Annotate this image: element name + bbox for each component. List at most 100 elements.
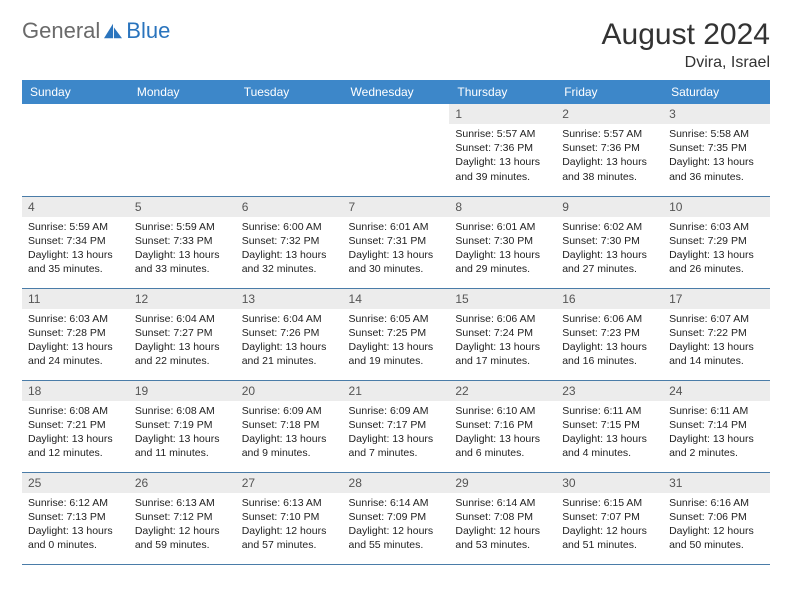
calendar-day-cell: 8Sunrise: 6:01 AMSunset: 7:30 PMDaylight… <box>449 196 556 288</box>
calendar-day-cell: 3Sunrise: 5:58 AMSunset: 7:35 PMDaylight… <box>663 104 770 196</box>
sunset-line: Sunset: 7:30 PM <box>562 234 657 248</box>
day-info: Sunrise: 6:12 AMSunset: 7:13 PMDaylight:… <box>22 493 129 557</box>
title-block: August 2024 Dvira, Israel <box>602 18 770 72</box>
day-number: 1 <box>449 104 556 124</box>
calendar-week-row: 1Sunrise: 5:57 AMSunset: 7:36 PMDaylight… <box>22 104 770 196</box>
calendar-day-cell: 19Sunrise: 6:08 AMSunset: 7:19 PMDayligh… <box>129 380 236 472</box>
day-number: 17 <box>663 289 770 309</box>
calendar-day-cell: 31Sunrise: 6:16 AMSunset: 7:06 PMDayligh… <box>663 472 770 564</box>
sunrise-line: Sunrise: 6:16 AM <box>669 496 764 510</box>
sunset-line: Sunset: 7:36 PM <box>455 141 550 155</box>
weekday-header: Tuesday <box>236 80 343 104</box>
calendar-day-cell: 24Sunrise: 6:11 AMSunset: 7:14 PMDayligh… <box>663 380 770 472</box>
weekday-header: Friday <box>556 80 663 104</box>
calendar-week-row: 4Sunrise: 5:59 AMSunset: 7:34 PMDaylight… <box>22 196 770 288</box>
sunrise-line: Sunrise: 6:14 AM <box>455 496 550 510</box>
day-info: Sunrise: 6:10 AMSunset: 7:16 PMDaylight:… <box>449 401 556 465</box>
calendar-day-cell: 17Sunrise: 6:07 AMSunset: 7:22 PMDayligh… <box>663 288 770 380</box>
day-number: 16 <box>556 289 663 309</box>
calendar-table: Sunday Monday Tuesday Wednesday Thursday… <box>22 80 770 565</box>
daylight-line: Daylight: 13 hours and 36 minutes. <box>669 155 764 183</box>
daylight-line: Daylight: 12 hours and 55 minutes. <box>349 524 444 552</box>
day-info: Sunrise: 6:09 AMSunset: 7:18 PMDaylight:… <box>236 401 343 465</box>
sunset-line: Sunset: 7:18 PM <box>242 418 337 432</box>
sunset-line: Sunset: 7:19 PM <box>135 418 230 432</box>
sunset-line: Sunset: 7:33 PM <box>135 234 230 248</box>
day-number: 19 <box>129 381 236 401</box>
sunset-line: Sunset: 7:35 PM <box>669 141 764 155</box>
sunset-line: Sunset: 7:25 PM <box>349 326 444 340</box>
day-info: Sunrise: 6:02 AMSunset: 7:30 PMDaylight:… <box>556 217 663 281</box>
day-info: Sunrise: 6:11 AMSunset: 7:14 PMDaylight:… <box>663 401 770 465</box>
calendar-day-cell: 29Sunrise: 6:14 AMSunset: 7:08 PMDayligh… <box>449 472 556 564</box>
calendar-day-cell: 16Sunrise: 6:06 AMSunset: 7:23 PMDayligh… <box>556 288 663 380</box>
calendar-day-cell: 6Sunrise: 6:00 AMSunset: 7:32 PMDaylight… <box>236 196 343 288</box>
day-info: Sunrise: 6:03 AMSunset: 7:28 PMDaylight:… <box>22 309 129 373</box>
sunrise-line: Sunrise: 6:06 AM <box>562 312 657 326</box>
day-info: Sunrise: 6:14 AMSunset: 7:09 PMDaylight:… <box>343 493 450 557</box>
calendar-day-cell: 13Sunrise: 6:04 AMSunset: 7:26 PMDayligh… <box>236 288 343 380</box>
day-info: Sunrise: 6:01 AMSunset: 7:30 PMDaylight:… <box>449 217 556 281</box>
location: Dvira, Israel <box>602 54 770 72</box>
day-number: 12 <box>129 289 236 309</box>
day-number: 27 <box>236 473 343 493</box>
calendar-week-row: 11Sunrise: 6:03 AMSunset: 7:28 PMDayligh… <box>22 288 770 380</box>
sunrise-line: Sunrise: 6:03 AM <box>28 312 123 326</box>
day-info: Sunrise: 6:08 AMSunset: 7:19 PMDaylight:… <box>129 401 236 465</box>
weekday-header: Thursday <box>449 80 556 104</box>
calendar-day-cell <box>343 104 450 196</box>
sunset-line: Sunset: 7:21 PM <box>28 418 123 432</box>
sunrise-line: Sunrise: 6:06 AM <box>455 312 550 326</box>
day-info: Sunrise: 6:05 AMSunset: 7:25 PMDaylight:… <box>343 309 450 373</box>
sunrise-line: Sunrise: 6:03 AM <box>669 220 764 234</box>
calendar-day-cell: 12Sunrise: 6:04 AMSunset: 7:27 PMDayligh… <box>129 288 236 380</box>
daylight-line: Daylight: 13 hours and 35 minutes. <box>28 248 123 276</box>
day-number: 15 <box>449 289 556 309</box>
sunset-line: Sunset: 7:15 PM <box>562 418 657 432</box>
day-number: 6 <box>236 197 343 217</box>
sunset-line: Sunset: 7:07 PM <box>562 510 657 524</box>
sunset-line: Sunset: 7:13 PM <box>28 510 123 524</box>
day-number: 4 <box>22 197 129 217</box>
day-info: Sunrise: 6:08 AMSunset: 7:21 PMDaylight:… <box>22 401 129 465</box>
day-info: Sunrise: 6:09 AMSunset: 7:17 PMDaylight:… <box>343 401 450 465</box>
sunrise-line: Sunrise: 6:08 AM <box>28 404 123 418</box>
calendar-day-cell: 15Sunrise: 6:06 AMSunset: 7:24 PMDayligh… <box>449 288 556 380</box>
day-info: Sunrise: 6:00 AMSunset: 7:32 PMDaylight:… <box>236 217 343 281</box>
daylight-line: Daylight: 13 hours and 19 minutes. <box>349 340 444 368</box>
day-number: 24 <box>663 381 770 401</box>
sunrise-line: Sunrise: 6:04 AM <box>135 312 230 326</box>
sunrise-line: Sunrise: 6:09 AM <box>349 404 444 418</box>
sunset-line: Sunset: 7:12 PM <box>135 510 230 524</box>
sunrise-line: Sunrise: 5:59 AM <box>28 220 123 234</box>
daylight-line: Daylight: 13 hours and 6 minutes. <box>455 432 550 460</box>
sunrise-line: Sunrise: 6:10 AM <box>455 404 550 418</box>
day-number: 25 <box>22 473 129 493</box>
calendar-day-cell: 23Sunrise: 6:11 AMSunset: 7:15 PMDayligh… <box>556 380 663 472</box>
sunset-line: Sunset: 7:30 PM <box>455 234 550 248</box>
day-number: 31 <box>663 473 770 493</box>
daylight-line: Daylight: 13 hours and 21 minutes. <box>242 340 337 368</box>
day-number: 30 <box>556 473 663 493</box>
daylight-line: Daylight: 12 hours and 59 minutes. <box>135 524 230 552</box>
daylight-line: Daylight: 13 hours and 39 minutes. <box>455 155 550 183</box>
day-number: 11 <box>22 289 129 309</box>
calendar-day-cell: 5Sunrise: 5:59 AMSunset: 7:33 PMDaylight… <box>129 196 236 288</box>
sunset-line: Sunset: 7:10 PM <box>242 510 337 524</box>
weekday-header-row: Sunday Monday Tuesday Wednesday Thursday… <box>22 80 770 104</box>
sunset-line: Sunset: 7:32 PM <box>242 234 337 248</box>
sunset-line: Sunset: 7:06 PM <box>669 510 764 524</box>
sunrise-line: Sunrise: 6:13 AM <box>135 496 230 510</box>
daylight-line: Daylight: 13 hours and 33 minutes. <box>135 248 230 276</box>
sunset-line: Sunset: 7:26 PM <box>242 326 337 340</box>
daylight-line: Daylight: 13 hours and 16 minutes. <box>562 340 657 368</box>
sunrise-line: Sunrise: 6:00 AM <box>242 220 337 234</box>
daylight-line: Daylight: 13 hours and 9 minutes. <box>242 432 337 460</box>
calendar-week-row: 25Sunrise: 6:12 AMSunset: 7:13 PMDayligh… <box>22 472 770 564</box>
sunrise-line: Sunrise: 6:05 AM <box>349 312 444 326</box>
calendar-day-cell: 11Sunrise: 6:03 AMSunset: 7:28 PMDayligh… <box>22 288 129 380</box>
calendar-day-cell: 22Sunrise: 6:10 AMSunset: 7:16 PMDayligh… <box>449 380 556 472</box>
daylight-line: Daylight: 13 hours and 24 minutes. <box>28 340 123 368</box>
sunset-line: Sunset: 7:16 PM <box>455 418 550 432</box>
day-info: Sunrise: 6:07 AMSunset: 7:22 PMDaylight:… <box>663 309 770 373</box>
